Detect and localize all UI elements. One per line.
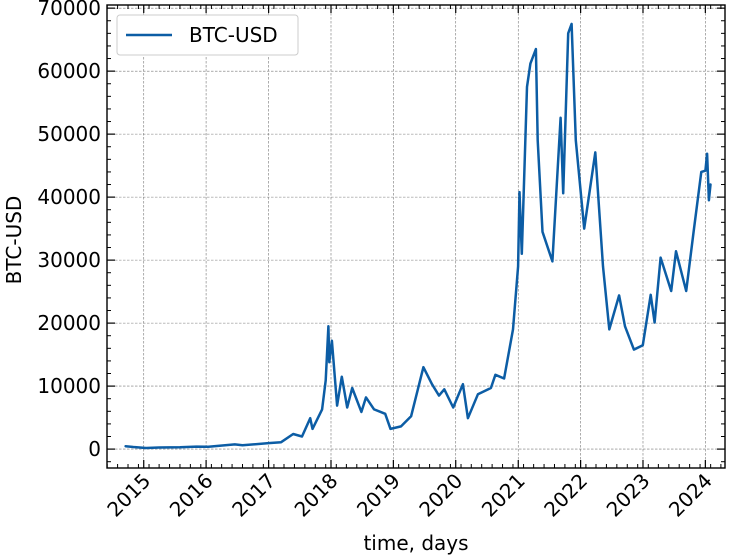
legend-label-btc-usd: BTC-USD xyxy=(189,23,278,47)
grid-lines xyxy=(107,5,725,468)
y-tick-label: 70000 xyxy=(37,0,101,20)
y-tick-label: 30000 xyxy=(37,248,101,272)
legend: BTC-USD xyxy=(116,14,299,56)
y-tick-label: 20000 xyxy=(37,311,101,335)
axes-border xyxy=(106,4,726,469)
x-axis-label: time, days xyxy=(363,531,468,555)
series-line-btc-usd xyxy=(124,22,712,450)
plot-area xyxy=(124,22,712,450)
y-tick-label: 60000 xyxy=(37,59,101,83)
y-axis-label: BTC-USD xyxy=(2,196,26,285)
axis-ticks xyxy=(106,5,725,468)
axes-frame xyxy=(106,4,726,469)
y-tick-label: 10000 xyxy=(37,374,101,398)
legend-box xyxy=(116,14,299,56)
y-tick-label: 40000 xyxy=(37,185,101,209)
y-tick-label: 0 xyxy=(88,437,101,461)
y-tick-label: 50000 xyxy=(37,122,101,146)
